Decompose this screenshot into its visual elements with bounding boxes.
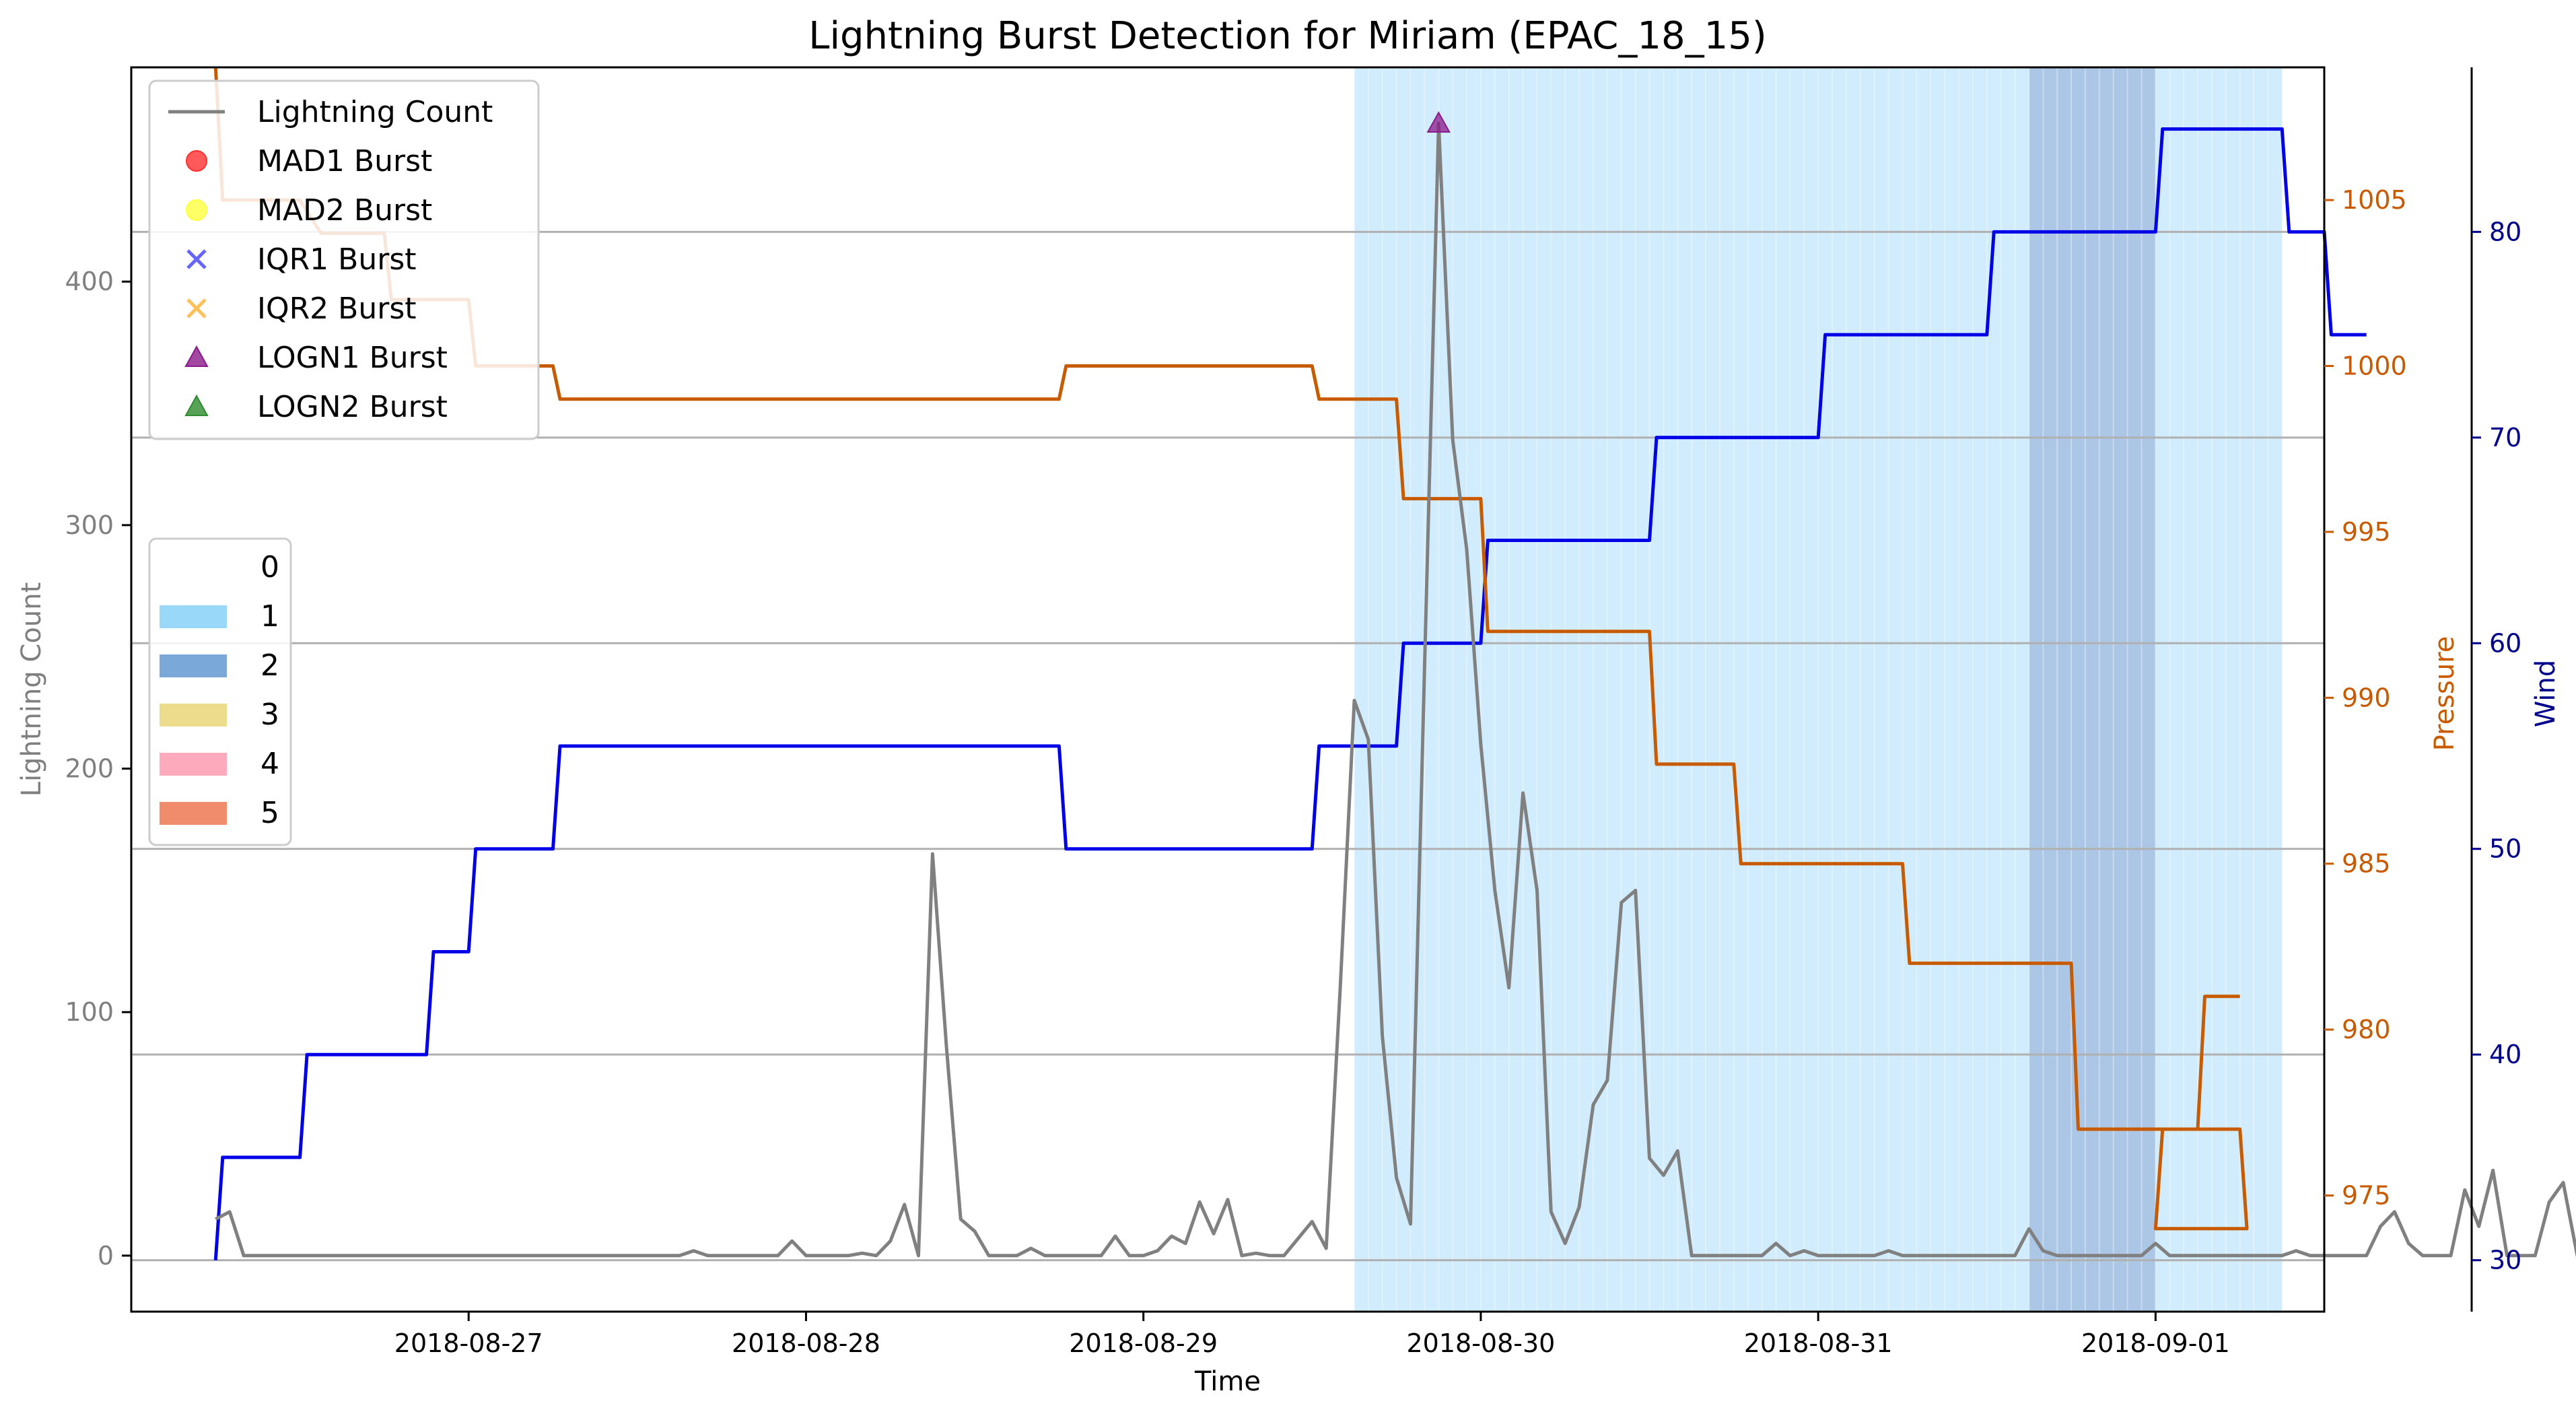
legend-category-swatch: [160, 654, 227, 677]
wind-tick-label: 70: [2489, 423, 2521, 452]
category-span-2-1: [2029, 67, 2156, 1312]
category-span-1-0: [1354, 67, 2029, 1312]
legend-burst-label: LOGN2 Burst: [257, 390, 448, 424]
legend-category-swatch: [160, 556, 227, 579]
legend-circle-marker: [186, 199, 207, 221]
burst-markers: [1426, 111, 1451, 133]
x-tick-label: 2018-08-28: [732, 1328, 880, 1358]
legend-category-swatch: [160, 605, 227, 628]
wind-tick-label: 60: [2489, 628, 2521, 658]
count-tick-label: 200: [65, 754, 114, 784]
lightning-series-line: [215, 121, 2576, 1258]
legend-burst-label: IQR1 Burst: [257, 242, 417, 277]
legend-triangle-marker: [184, 394, 209, 416]
wind-tick-label: 50: [2489, 834, 2521, 864]
burst-legend-frame: [148, 79, 540, 440]
wind-tick-label: 40: [2489, 1040, 2521, 1069]
burst-marker-logn1: [1426, 111, 1451, 133]
legend-category-swatch: [160, 802, 227, 825]
legend-burst-label: IQR2 Burst: [257, 292, 417, 326]
legend-burst-label: Lightning Count: [257, 95, 493, 129]
count-tick-label: 400: [65, 267, 114, 296]
x-tick-label: 2018-08-27: [394, 1328, 543, 1358]
legend-category-swatch: [160, 753, 227, 776]
x-tick-label: 2018-08-30: [1407, 1328, 1556, 1358]
count-tick-label: 300: [65, 510, 114, 540]
pressure-axis: 975 980 985 990 995 1000 1005: [2324, 185, 2407, 1211]
pressure-tick-label: 980: [2342, 1015, 2391, 1044]
pressure-tick-label: 990: [2342, 683, 2391, 712]
pressure-tick-label: 1000: [2342, 351, 2407, 381]
category-span-1-2: [2155, 67, 2283, 1312]
x-tick-label: 2018-08-31: [1744, 1328, 1893, 1358]
wind-axis: 30 40 50 60 70 80: [2470, 67, 2521, 1312]
legend-x-marker: [186, 298, 207, 318]
legend-category-label: 3: [260, 698, 279, 732]
wind-series-line: [213, 127, 2367, 1260]
legend-category-label: 5: [260, 796, 279, 830]
pressure-axis-label: Pressure: [2429, 636, 2460, 751]
legend-triangle-marker: [184, 345, 209, 367]
count-axis: 0 100 200 300 400: [65, 267, 131, 1271]
pressure-tick-label: 1005: [2342, 185, 2407, 215]
chart-title: Lightning Burst Detection for Miriam (EP…: [808, 14, 1767, 58]
pressure-tick-label: 975: [2342, 1181, 2391, 1211]
x-tick-label: 2018-08-29: [1069, 1328, 1218, 1358]
legend-category-swatch: [160, 704, 227, 727]
burst-legend: Lightning Count MAD1 Burst MAD2 Burst IQR1 …: [148, 79, 540, 440]
legend-circle-marker: [186, 150, 207, 172]
plot-frame: [130, 66, 2326, 1313]
wind-tick-label: 30: [2489, 1246, 2521, 1275]
category-legend: 0 1 2 3 4 5: [148, 537, 292, 846]
x-axis-label: Time: [1194, 1366, 1261, 1397]
pressure-tick-label: 985: [2342, 849, 2391, 879]
x-axis: 2018-08-27 2018-08-28 2018-08-29 2018-08-30…: [394, 1312, 2230, 1358]
pressure-tick-label: 995: [2342, 517, 2391, 547]
legend-category-label: 4: [260, 747, 279, 781]
legend-x-marker: [186, 249, 207, 269]
x-tick-label: 2018-09-01: [2081, 1328, 2230, 1358]
legend-category-label: 1: [260, 599, 279, 634]
count-tick-label: 100: [65, 997, 114, 1027]
category-spans: [1353, 67, 2283, 1312]
wind-tick-label: 80: [2489, 217, 2521, 246]
legend-burst-label: LOGN1 Burst: [257, 341, 448, 375]
wind-axis-label: Wind: [2530, 660, 2561, 728]
legend-burst-label: MAD1 Burst: [257, 144, 432, 178]
legend-burst-label: MAD2 Burst: [257, 193, 432, 228]
count-axis-label: Lightning Count: [16, 582, 47, 797]
count-tick-label: 0: [98, 1241, 114, 1271]
legend-category-label: 0: [260, 550, 279, 584]
legend-category-label: 2: [260, 648, 279, 683]
